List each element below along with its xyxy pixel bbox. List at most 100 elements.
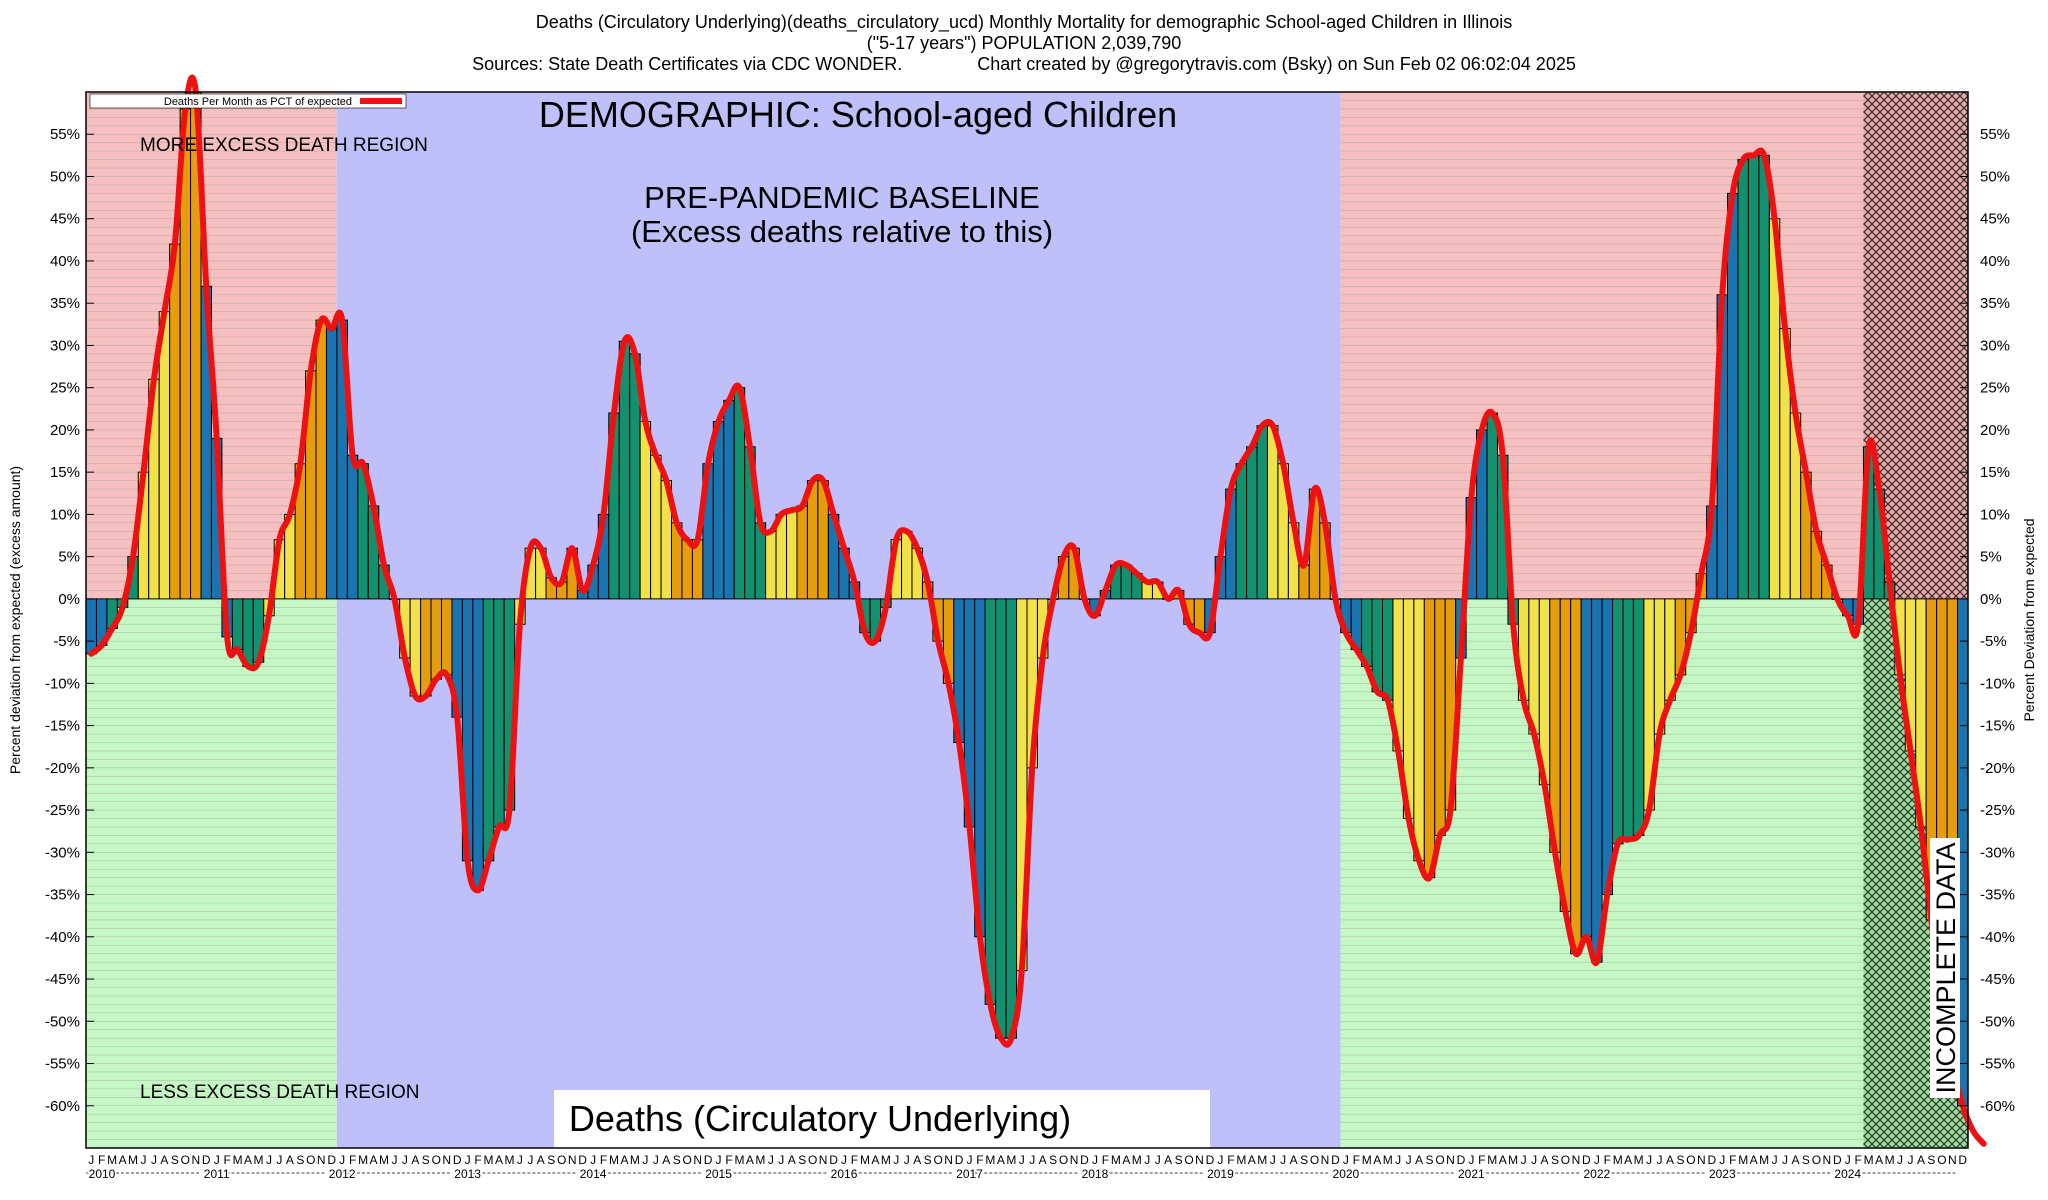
x-month-label: M <box>609 1153 619 1167</box>
bar <box>325 328 338 600</box>
y-tick-label-right: -35% <box>1980 887 2015 904</box>
bar <box>420 598 432 697</box>
series-title-box <box>554 1090 1210 1148</box>
bar <box>786 509 798 600</box>
x-month-label: M <box>1257 1153 1267 1167</box>
x-month-label: J <box>151 1153 157 1167</box>
y-tick-label-left: -15% <box>45 718 80 735</box>
x-month-label: N <box>568 1153 577 1167</box>
y-tick-label-right: -60% <box>1980 1098 2015 1115</box>
x-month-label: D <box>202 1153 211 1167</box>
x-month-label: J <box>527 1153 533 1167</box>
x-month-label: A <box>370 1153 378 1167</box>
x-month-label: F <box>98 1153 105 1167</box>
bar <box>995 598 1007 1039</box>
y-tick-label-left: 45% <box>50 211 80 228</box>
bar <box>472 598 484 891</box>
x-month-label: S <box>1802 1153 1810 1167</box>
x-month-label: J <box>402 1153 408 1167</box>
x-month-label: J <box>642 1153 648 1167</box>
bar <box>1737 159 1749 600</box>
x-month-label: J <box>1782 1153 1788 1167</box>
x-month-label: A <box>244 1153 252 1167</box>
chart-header-line-1: Deaths (Circulatory Underlying)(deaths_c… <box>535 12 1513 32</box>
y-tick-label-right: 15% <box>1980 464 2010 481</box>
x-month-label: J <box>1657 1153 1663 1167</box>
y-tick-label-left: 55% <box>50 126 80 143</box>
x-month-label: J <box>1217 1153 1223 1167</box>
incomplete-label-box <box>1930 838 1960 1098</box>
bar <box>1298 564 1310 600</box>
bar <box>1632 598 1645 836</box>
region-label-less-excess: LESS EXCESS DEATH REGION <box>140 1082 419 1103</box>
y-tick-label-right: -20% <box>1980 760 2015 777</box>
x-month-label: A <box>746 1153 754 1167</box>
x-month-label: J <box>1646 1153 1652 1167</box>
y-tick-label-right: 40% <box>1980 253 2010 270</box>
x-month-label: A <box>119 1153 127 1167</box>
x-month-label: M <box>755 1153 765 1167</box>
x-month-label: O <box>933 1153 942 1167</box>
x-month-label: N <box>1195 1153 1204 1167</box>
y-tick-label-left: -30% <box>45 844 80 861</box>
x-month-label: N <box>1572 1153 1581 1167</box>
x-month-label: M <box>1132 1153 1142 1167</box>
x-month-label: A <box>620 1153 628 1167</box>
x-month-label: J <box>1897 1153 1903 1167</box>
x-month-label: D <box>704 1153 713 1167</box>
x-month-label: A <box>1499 1153 1507 1167</box>
x-month-label: D <box>1457 1153 1466 1167</box>
x-month-label: A <box>1248 1153 1256 1167</box>
bar <box>1570 598 1582 955</box>
x-month-label: N <box>442 1153 451 1167</box>
bar <box>1580 598 1593 938</box>
x-month-label: M <box>1236 1153 1246 1167</box>
bar <box>681 539 693 600</box>
bar <box>346 454 359 600</box>
y-tick-label-right: 50% <box>1980 168 2010 185</box>
x-month-label: N <box>1321 1153 1330 1167</box>
x-month-label: A <box>1541 1153 1549 1167</box>
y-tick-label-right: 55% <box>1980 126 2010 143</box>
x-month-label: F <box>851 1153 858 1167</box>
axes: 55% 55% 50% 50% 45% 45% 40% 40% 35% 35% 30% 30% 25% 2… <box>7 91 2037 1183</box>
x-month-label: J <box>1155 1153 1161 1167</box>
x-month-label: A <box>913 1153 921 1167</box>
y-axis-title-left: Percent deviation from expected (excess … <box>7 466 23 774</box>
y-axis-title-right: Percent Deviation from expected <box>2021 518 2037 721</box>
x-month-label: J <box>778 1153 784 1167</box>
bar <box>1235 463 1248 600</box>
y-tick-label-left: 25% <box>50 380 80 397</box>
x-month-label: D <box>1582 1153 1591 1167</box>
bar <box>1423 598 1436 879</box>
bar <box>765 530 777 600</box>
x-month-label: M <box>1759 1153 1769 1167</box>
bar <box>1612 598 1624 845</box>
x-month-label: N <box>819 1153 828 1167</box>
bar <box>1727 192 1739 600</box>
x-month-label: A <box>788 1153 796 1167</box>
x-month-label: O <box>181 1153 190 1167</box>
x-month-label: A <box>1290 1153 1298 1167</box>
x-month-label: M <box>233 1153 243 1167</box>
x-month-label: N <box>1697 1153 1706 1167</box>
x-month-label: A <box>1666 1153 1674 1167</box>
x-month-label: M <box>1864 1153 1874 1167</box>
y-tick-label-right: -45% <box>1980 971 2015 988</box>
x-month-label: J <box>1719 1153 1725 1167</box>
bar <box>712 420 725 600</box>
x-month-label: O <box>1937 1153 1946 1167</box>
y-tick-label-right: -30% <box>1980 844 2015 861</box>
x-month-label: J <box>904 1153 910 1167</box>
bar <box>984 598 997 1005</box>
bar <box>901 530 913 600</box>
y-tick-label-right: 0% <box>1980 591 2002 608</box>
bar <box>315 319 327 600</box>
x-month-label: D <box>1331 1153 1340 1167</box>
chart-header-line-2: ("5-17 years") POPULATION 2,039,790 <box>866 33 1182 53</box>
x-month-label: J <box>1270 1153 1276 1167</box>
bar <box>1528 598 1540 735</box>
x-month-label: F <box>1353 1153 1360 1167</box>
y-tick-label-right: 20% <box>1980 422 2010 439</box>
x-month-label: J <box>465 1153 471 1167</box>
